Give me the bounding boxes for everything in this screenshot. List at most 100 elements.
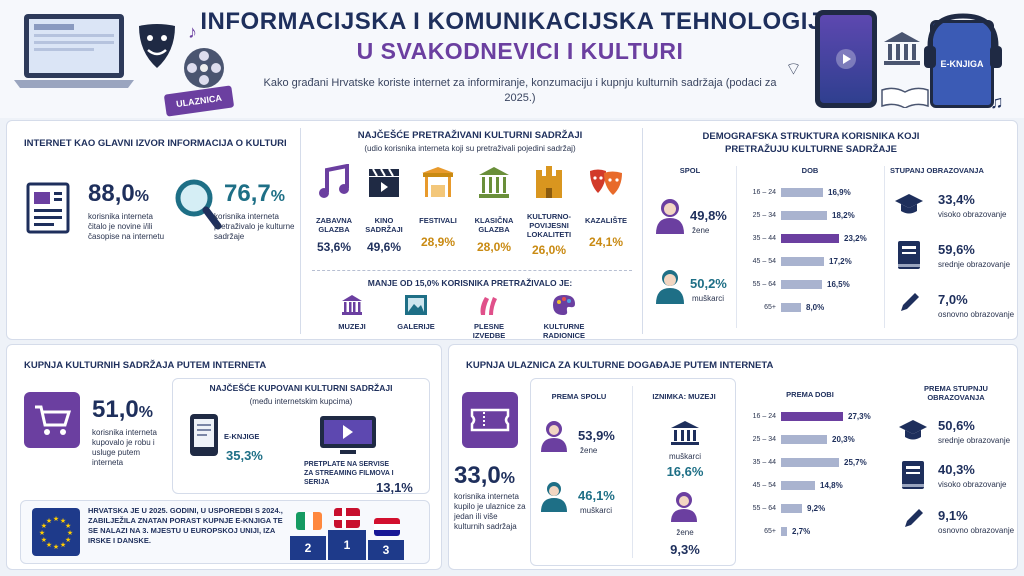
demo-edu-2-label: osnovno obrazovanje [938,310,1015,319]
search-item-3: KLASIČNA GLAZBA 28,0% [466,162,522,262]
tickets-edu-2-label: osnovno obrazovanje [938,526,1015,535]
music-notes-icon [306,162,362,202]
museum-building-icon [882,30,922,66]
tickets-edu-0-label: srednje obrazovanje [938,436,1011,445]
eu-star: ★ [60,541,66,549]
tickets-stat-value: 33,0 [454,462,501,489]
search-item-label: KLASIČNA GLAZBA [474,216,514,234]
divider [884,166,885,328]
less-item-1: GALERIJE [392,292,440,331]
ticket-age-label: 25 – 34 [752,435,776,443]
ticket-age-row: 45 – 54 14,8% [742,479,843,491]
demo-age-bar [781,279,822,289]
demo-age-value: 18,2% [832,210,855,220]
demo-edu-1-pct: 59,6% [938,242,975,257]
search-section-title: NAJČEŠĆE PRETRAŽIVANI KULTURNI SADRŽAJI [357,130,583,141]
woman-icon [538,418,570,454]
demo-section-title: DEMOGRAFSKA STRUKTURA KORISNIKA KOJI PRE… [702,131,920,155]
demo-edu-title: STUPANJ OBRAZOVANJA [890,166,984,175]
less-item-label: MUZEJI [338,322,366,331]
eu-star: ★ [41,536,47,544]
tv-streaming-icon [318,414,378,456]
search-item-pct: 53,6% [316,240,352,254]
museum-women-pct: 9,3% [670,542,700,557]
ticket-age-label: 35 – 44 [752,458,776,466]
search-item-pct: 28,9% [420,235,456,249]
buy-box-subtitle: (među internetskim kupcima) [249,397,353,406]
castle-icon [518,162,580,202]
tickets-stat: 33,0% [454,462,515,490]
demo-age-bar [781,210,827,220]
man-icon [538,478,570,514]
book-icon [896,240,922,270]
eu-star: ★ [65,522,71,530]
wifi-icon: ⌔ [785,59,802,79]
museum-men-label: muškarci [668,452,701,461]
search-item-pct: 26,0% [531,243,567,257]
demo-age-bar [781,302,801,312]
search-item-2: FESTIVALI 28,9% [410,162,466,262]
demo-women-pct: 49,8% [690,208,727,223]
info-stat2-unit: % [270,188,285,205]
demo-age-value: 16,5% [827,279,850,289]
demo-age-value: 17,2% [829,256,852,266]
museum-men-pct: 16,6% [666,464,704,479]
less-item-3: KULTURNE RADIONICE [536,292,592,340]
info-stat2-text: korisnika interneta pretraživalo je kult… [214,212,295,241]
ticket-age-row: 65+ 2,7% [742,525,810,537]
tickets-men-pct: 46,1% [578,488,615,503]
tickets-age-bars: 16 – 24 27,3% 25 – 34 20,3% 35 – 44 25,7% 45 –… [742,410,892,550]
ticket-age-label: 45 – 54 [752,481,776,489]
divider [736,166,737,328]
eu-text: HRVATSKA JE U 2025. GODINI, U USPOREDBI … [88,506,283,545]
theatre-masks-icon [578,162,634,202]
ticket-age-label: 65+ [764,527,776,535]
demo-age-row: 65+ 8,0% [742,301,824,313]
eu-star: ★ [46,541,52,549]
demo-edu-1-label: srednje obrazovanje [938,260,1011,269]
row1-panel [6,120,1018,340]
demo-age-label: 25 – 34 [752,211,776,219]
magnifier-icon [172,176,222,230]
laptop-illustration [12,12,137,92]
tickets-stat-text: korisnika interneta kupilo je ulaznice z… [454,492,526,531]
less-item-2: PLESNE IZVEDBE [464,292,514,340]
info-stat1-unit: % [134,188,149,205]
subtitle: Kako građani Hrvatske koriste internet z… [263,77,777,104]
graduation-cap-icon [898,418,928,444]
ballet-shoes-icon [464,292,514,318]
museum-icon [330,292,374,318]
demo-women-label: žene [692,226,710,235]
eu-star: ★ [60,517,66,525]
buy-stream-label: PRETPLATE NA SERVISE ZA STREAMING FILMOV… [304,461,394,486]
divider [642,128,643,334]
ticket-age-bar [781,411,843,421]
buy-ebook-label: E-KNJIGE [224,432,260,441]
ticket-age-bar [781,526,787,536]
tickets-stat-unit: % [500,470,515,487]
tickets-edu-title: PREMA STUPNJU OBRAZOVANJA [924,384,988,402]
demo-sex-title: SPOL [679,166,701,175]
flag-denmark-icon [334,508,360,528]
demo-age-label: 35 – 44 [752,234,776,242]
tickets-edu-1-pct: 40,3% [938,462,975,477]
theatre-masks-icon [135,22,179,72]
tickets-edu-1-label: visoko obrazovanje [938,480,1007,489]
ticket-age-label: 55 – 64 [752,504,776,512]
buy-section-title: KUPNJA KULTURNIH SADRŽAJA PUTEM INTERNET… [24,360,267,371]
search-item-pct: 49,6% [366,240,402,254]
search-item-4: KULTURNO-POVIJESNI LOKALITETI 26,0% [518,162,580,262]
title-line-1: INFORMACIJSKA I KOMUNIKACIJSKA TEHNOLOGI… [200,8,840,35]
demo-men-pct: 50,2% [690,276,727,291]
tickets-section-title: KUPNJA ULAZNICA ZA KULTURNE DOGAĐAJE PUT… [466,360,774,371]
demo-age-bar [781,233,839,243]
search-item-label: KULTURNO-POVIJESNI LOKALITETI [526,212,572,239]
demo-age-bars: 16 – 24 16,9% 25 – 34 18,2% 35 – 44 23,2% 45 –… [742,186,872,326]
demo-age-row: 55 – 64 16,5% [742,278,850,290]
palette-icon [536,292,592,318]
demo-age-row: 16 – 24 16,9% [742,186,851,198]
demo-edu-2-pct: 7,0% [938,292,968,307]
demo-age-row: 35 – 44 23,2% [742,232,867,244]
tickets-museum-title: IZNIMKA: MUZEJI [652,392,716,401]
ticket-age-value: 9,2% [807,503,826,513]
